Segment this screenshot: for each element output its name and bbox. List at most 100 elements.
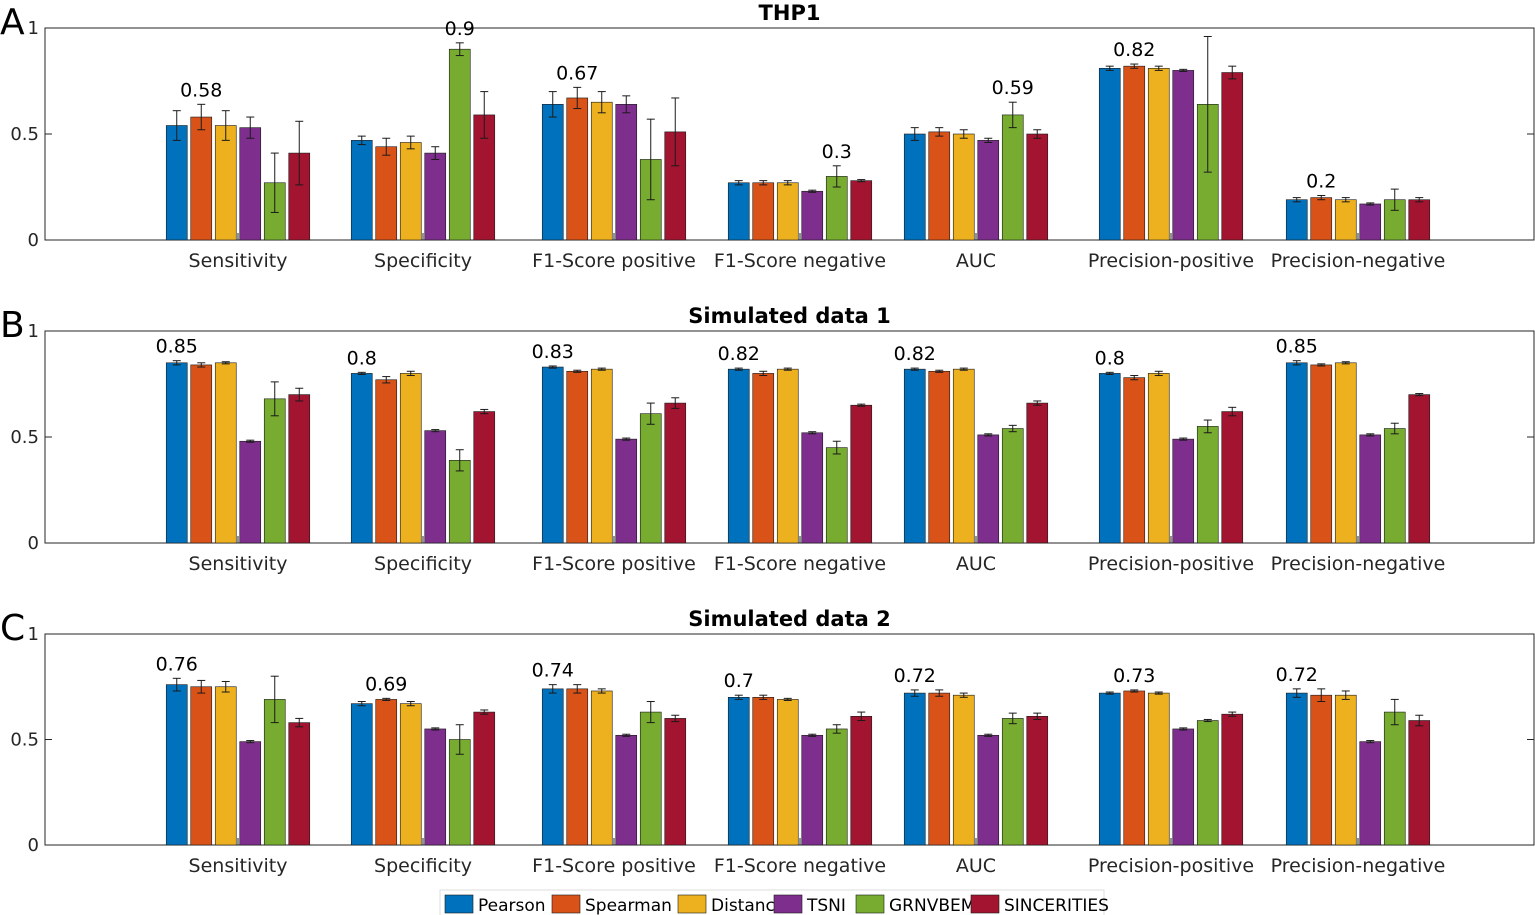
bar-pearson xyxy=(1285,692,1308,846)
bar-tsni xyxy=(1359,203,1382,241)
bar-tsni xyxy=(239,127,262,241)
bar-tsni xyxy=(1359,741,1382,846)
bar-distance xyxy=(1147,692,1170,846)
bar-distance xyxy=(214,362,237,544)
bar-tsni xyxy=(801,734,824,846)
bar-distance xyxy=(776,368,799,544)
x-tick-label: AUC xyxy=(956,855,996,877)
max-value-label: 0.69 xyxy=(365,673,407,695)
x-tick-label: Specificity xyxy=(374,855,472,877)
bar-distance xyxy=(590,368,613,544)
bar-sincerities xyxy=(1221,713,1244,846)
bar-tsni xyxy=(424,430,447,544)
x-tick-label: F1-Score negative xyxy=(714,553,886,575)
y-tick-label: 0 xyxy=(28,835,39,856)
bar-grnvbem xyxy=(1196,720,1219,846)
bar-distance xyxy=(399,703,422,846)
max-value-label: 0.67 xyxy=(556,62,598,84)
bar-distance xyxy=(952,133,975,241)
bar-spearman xyxy=(375,146,398,241)
bar-spearman xyxy=(190,364,213,544)
bar-distance xyxy=(214,686,237,846)
bar-distance xyxy=(1334,694,1357,846)
bar-spearman xyxy=(752,182,775,241)
bar-distance xyxy=(1147,373,1170,544)
bar-grnvbem xyxy=(1001,428,1024,544)
max-value-label: 0.83 xyxy=(532,341,574,363)
bar-pearson xyxy=(541,104,564,241)
max-value-label: 0.82 xyxy=(718,343,760,365)
bar-distance xyxy=(952,694,975,846)
max-value-label: 0.72 xyxy=(894,665,936,687)
bar-pearson xyxy=(727,182,750,241)
max-value-label: 0.3 xyxy=(822,141,852,163)
x-tick-label: Specificity xyxy=(374,553,472,575)
max-value-label: 0.2 xyxy=(1306,170,1336,192)
bar-tsni xyxy=(1172,438,1195,544)
x-tick-label: Precision-positive xyxy=(1088,855,1254,877)
bar-sincerities xyxy=(850,180,873,241)
bar-grnvbem xyxy=(448,460,471,544)
y-tick-label: 0 xyxy=(28,533,39,554)
panel-letter: C xyxy=(0,608,25,649)
bar-pearson xyxy=(541,366,564,544)
bar-spearman xyxy=(1123,690,1146,846)
bar-distance xyxy=(776,182,799,241)
bar-tsni xyxy=(801,190,824,241)
bar-grnvbem xyxy=(1383,711,1406,846)
bar-grnvbem xyxy=(825,447,848,544)
max-value-label: 0.74 xyxy=(532,660,574,682)
bar-sincerities xyxy=(473,711,496,846)
legend-label: Spearman xyxy=(585,896,672,915)
bar-pearson xyxy=(165,125,188,241)
legend-swatch xyxy=(444,894,474,914)
x-tick-label: Precision-positive xyxy=(1088,250,1254,272)
bar-distance xyxy=(214,125,237,241)
x-tick-label: F1-Score positive xyxy=(532,855,696,877)
bar-pearson xyxy=(727,696,750,846)
bar-pearson xyxy=(1098,692,1121,846)
legend-swatch xyxy=(677,894,707,914)
bar-pearson xyxy=(165,362,188,544)
y-tick-label: 0.5 xyxy=(10,124,39,145)
bar-grnvbem xyxy=(1196,426,1219,544)
bar-sincerities xyxy=(1221,72,1244,241)
bar-grnvbem xyxy=(639,413,662,544)
bar-distance xyxy=(399,142,422,241)
bar-spearman xyxy=(375,379,398,544)
bar-tsni xyxy=(1359,434,1382,544)
bar-pearson xyxy=(903,692,926,846)
legend-swatch xyxy=(855,894,885,914)
bar-pearson xyxy=(541,688,564,846)
x-tick-label: Sensitivity xyxy=(189,250,288,272)
max-value-label: 0.72 xyxy=(1276,664,1318,686)
legend-label: Pearson xyxy=(478,896,546,915)
bar-sincerities xyxy=(1408,720,1431,846)
bar-pearson xyxy=(350,703,373,846)
bar-sincerities xyxy=(664,402,687,544)
bar-spearman xyxy=(566,97,589,241)
bar-distance xyxy=(1147,67,1170,241)
bar-distance xyxy=(776,699,799,846)
bar-spearman xyxy=(1310,364,1333,544)
bar-pearson xyxy=(1285,362,1308,544)
bar-spearman xyxy=(752,696,775,846)
x-tick-label: F1-Score positive xyxy=(532,250,696,272)
x-tick-label: Sensitivity xyxy=(189,553,288,575)
bar-pearson xyxy=(350,373,373,544)
x-tick-label: Precision-negative xyxy=(1271,553,1446,575)
bar-pearson xyxy=(1098,373,1121,544)
bar-spearman xyxy=(1310,197,1333,241)
bar-sincerities xyxy=(288,722,311,846)
bar-pearson xyxy=(1098,67,1121,241)
bar-sincerities xyxy=(664,718,687,846)
max-value-label: 0.59 xyxy=(992,77,1034,99)
bar-spearman xyxy=(190,116,213,241)
bar-sincerities xyxy=(850,404,873,544)
max-value-label: 0.8 xyxy=(347,347,377,369)
max-value-label: 0.76 xyxy=(156,653,198,675)
bar-sincerities xyxy=(1408,199,1431,241)
bar-sincerities xyxy=(1026,402,1049,544)
bar-pearson xyxy=(165,684,188,846)
bar-tsni xyxy=(1172,70,1195,241)
